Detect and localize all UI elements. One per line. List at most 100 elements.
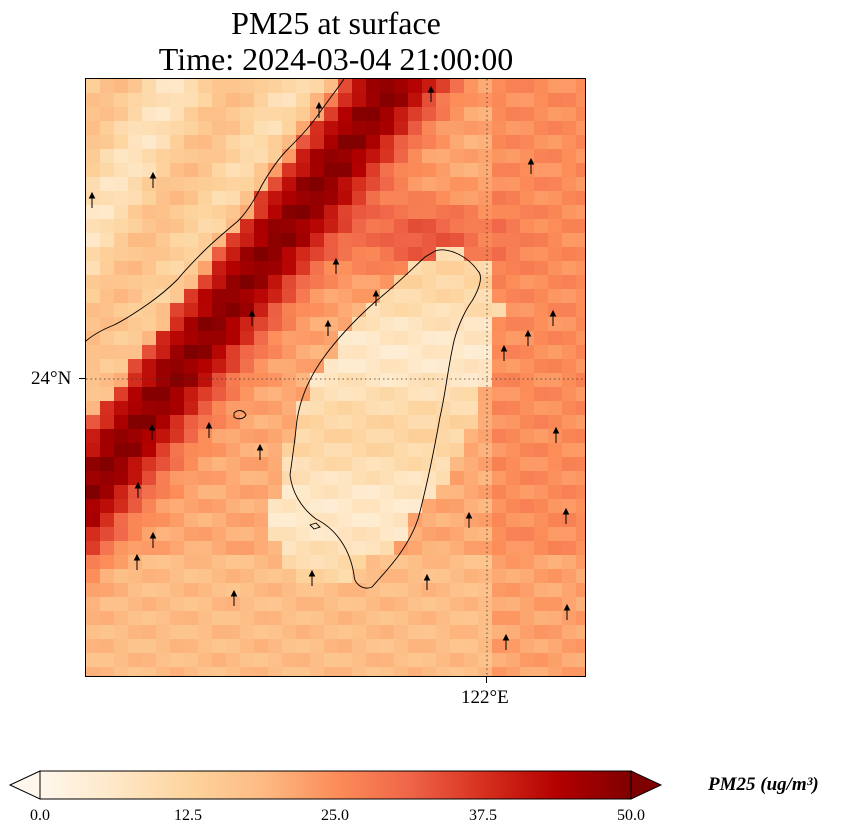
field-cell [380, 149, 395, 164]
field-cell [394, 107, 409, 122]
field-cell [100, 205, 115, 220]
field-cell [506, 569, 521, 584]
field-cell [212, 415, 227, 430]
colorbar-tick: 50.0 [617, 807, 645, 824]
field-cell [100, 331, 115, 346]
field-cell [366, 569, 381, 584]
field-cell [422, 639, 437, 654]
field-cell [534, 387, 549, 402]
field-cell [212, 429, 227, 444]
field-cell [366, 625, 381, 640]
field-cell [142, 303, 157, 318]
field-cell [520, 107, 535, 122]
field-cell [562, 121, 577, 136]
field-cell [114, 639, 129, 654]
field-cell [128, 149, 143, 164]
field-cell [100, 303, 115, 318]
field-cell [408, 443, 423, 458]
field-cell [338, 233, 353, 248]
field-cell [352, 583, 367, 598]
field-cell [254, 415, 269, 430]
field-cell [548, 611, 563, 626]
field-cell [478, 415, 493, 430]
field-cell [282, 429, 297, 444]
field-cell [548, 373, 563, 388]
field-cell [310, 429, 325, 444]
field-cell [408, 163, 423, 178]
field-cell [86, 415, 101, 430]
field-cell [450, 569, 465, 584]
field-cell [450, 149, 465, 164]
field-cell [380, 359, 395, 374]
field-cell [464, 149, 479, 164]
field-cell [408, 205, 423, 220]
field-cell [506, 415, 521, 430]
field-cell [212, 233, 227, 248]
field-cell [254, 527, 269, 542]
field-cell [128, 373, 143, 388]
field-cell [296, 331, 311, 346]
field-cell [282, 611, 297, 626]
field-cell [366, 639, 381, 654]
field-cell [422, 583, 437, 598]
field-cell [100, 639, 115, 654]
field-cell [576, 611, 585, 626]
field-cell [436, 177, 451, 192]
field-cell [408, 639, 423, 654]
field-cell [478, 541, 493, 556]
field-cell [100, 513, 115, 528]
field-cell [366, 149, 381, 164]
field-cell [576, 527, 585, 542]
field-cell [254, 471, 269, 486]
field-cell [282, 373, 297, 388]
field-cell [128, 219, 143, 234]
field-cell [520, 429, 535, 444]
field-cell [492, 247, 507, 262]
field-cell [226, 247, 241, 262]
field-cell [86, 149, 101, 164]
field-cell [380, 79, 395, 94]
field-cell [534, 135, 549, 150]
field-cell [282, 541, 297, 556]
field-cell [86, 653, 101, 668]
field-cell [548, 135, 563, 150]
field-cell [548, 149, 563, 164]
field-cell [212, 107, 227, 122]
field-cell [198, 429, 213, 444]
field-cell [226, 597, 241, 612]
field-cell [422, 485, 437, 500]
field-cell [450, 513, 465, 528]
field-cell [310, 163, 325, 178]
field-cell [380, 247, 395, 262]
field-cell [240, 261, 255, 276]
field-cell [198, 499, 213, 514]
field-cell [268, 121, 283, 136]
field-cell [422, 191, 437, 206]
field-cell [576, 177, 585, 192]
wind-arrow-icon [502, 633, 510, 650]
field-cell [324, 275, 339, 290]
field-cell [380, 345, 395, 360]
field-cell [422, 401, 437, 416]
field-cell [436, 373, 451, 388]
field-cell [436, 625, 451, 640]
field-cell [436, 275, 451, 290]
field-cell [170, 289, 185, 304]
field-cell [506, 177, 521, 192]
field-cell [156, 247, 171, 262]
field-cell [268, 443, 283, 458]
field-cell [394, 135, 409, 150]
field-cell [268, 513, 283, 528]
field-cell [436, 527, 451, 542]
field-cell [394, 597, 409, 612]
field-cell [240, 569, 255, 584]
field-cell [170, 79, 185, 94]
field-cell [324, 345, 339, 360]
field-cell [394, 275, 409, 290]
field-cell [170, 121, 185, 136]
field-cell [198, 177, 213, 192]
field-cell [492, 261, 507, 276]
field-cell [100, 667, 115, 676]
field-cell [170, 471, 185, 486]
field-cell [170, 135, 185, 150]
